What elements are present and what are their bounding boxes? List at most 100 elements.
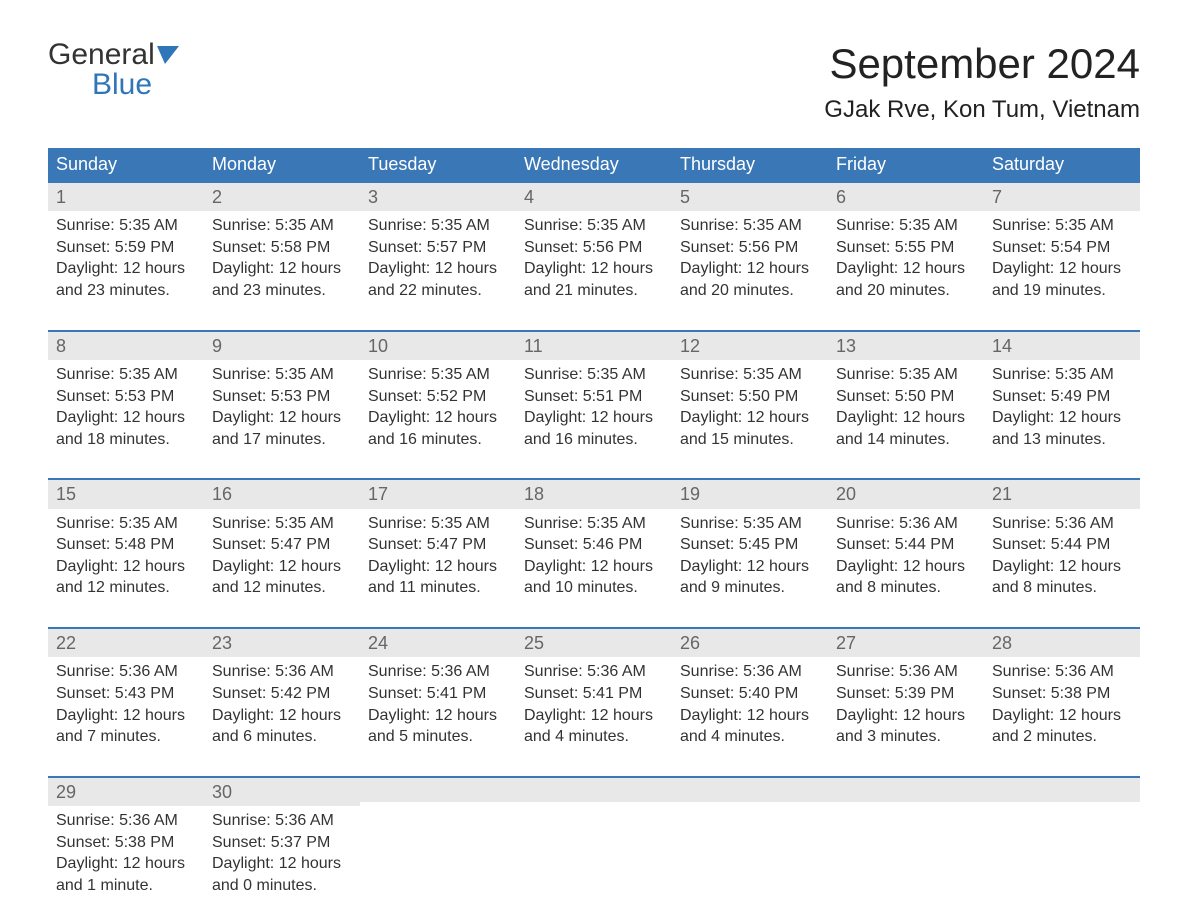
weekday-header: Friday (828, 148, 984, 181)
daylight-line-1: Daylight: 12 hours (992, 556, 1132, 578)
day-number: 29 (48, 778, 204, 806)
sunset-line: Sunset: 5:48 PM (56, 534, 196, 556)
day-number: 17 (360, 480, 516, 508)
day-number: 20 (828, 480, 984, 508)
logo: General Blue (48, 40, 179, 100)
daylight-line-2: and 22 minutes. (368, 280, 508, 302)
daylight-line-2: and 23 minutes. (212, 280, 352, 302)
day-cell: 18Sunrise: 5:35 AMSunset: 5:46 PMDayligh… (516, 480, 672, 607)
day-cell: 8Sunrise: 5:35 AMSunset: 5:53 PMDaylight… (48, 332, 204, 459)
daylight-line-2: and 8 minutes. (836, 577, 976, 599)
day-cell: 26Sunrise: 5:36 AMSunset: 5:40 PMDayligh… (672, 629, 828, 756)
sunrise-line: Sunrise: 5:35 AM (680, 513, 820, 535)
day-number (672, 778, 828, 802)
day-number: 13 (828, 332, 984, 360)
day-cell: 11Sunrise: 5:35 AMSunset: 5:51 PMDayligh… (516, 332, 672, 459)
day-number (984, 778, 1140, 802)
daylight-line-2: and 20 minutes. (836, 280, 976, 302)
daylight-line-1: Daylight: 12 hours (836, 258, 976, 280)
weekday-header: Thursday (672, 148, 828, 181)
weekday-header-row: SundayMondayTuesdayWednesdayThursdayFrid… (48, 148, 1140, 181)
sunrise-line: Sunrise: 5:35 AM (56, 513, 196, 535)
day-number: 26 (672, 629, 828, 657)
weekday-header: Saturday (984, 148, 1140, 181)
logo-text-blue: Blue (92, 70, 179, 100)
daylight-line-1: Daylight: 12 hours (212, 705, 352, 727)
sunrise-line: Sunrise: 5:35 AM (368, 513, 508, 535)
day-cell: 15Sunrise: 5:35 AMSunset: 5:48 PMDayligh… (48, 480, 204, 607)
day-cell (516, 778, 672, 905)
daylight-line-1: Daylight: 12 hours (212, 407, 352, 429)
daylight-line-1: Daylight: 12 hours (212, 853, 352, 875)
day-cell: 6Sunrise: 5:35 AMSunset: 5:55 PMDaylight… (828, 183, 984, 310)
daylight-line-1: Daylight: 12 hours (56, 556, 196, 578)
daylight-line-1: Daylight: 12 hours (992, 407, 1132, 429)
day-cell: 13Sunrise: 5:35 AMSunset: 5:50 PMDayligh… (828, 332, 984, 459)
sunrise-line: Sunrise: 5:35 AM (836, 215, 976, 237)
day-cell: 17Sunrise: 5:35 AMSunset: 5:47 PMDayligh… (360, 480, 516, 607)
day-cell: 4Sunrise: 5:35 AMSunset: 5:56 PMDaylight… (516, 183, 672, 310)
day-cell (984, 778, 1140, 905)
sunset-line: Sunset: 5:51 PM (524, 386, 664, 408)
daylight-line-1: Daylight: 12 hours (56, 258, 196, 280)
daylight-line-1: Daylight: 12 hours (368, 556, 508, 578)
sunset-line: Sunset: 5:42 PM (212, 683, 352, 705)
daylight-line-1: Daylight: 12 hours (524, 705, 664, 727)
day-cell: 29Sunrise: 5:36 AMSunset: 5:38 PMDayligh… (48, 778, 204, 905)
daylight-line-1: Daylight: 12 hours (680, 705, 820, 727)
sunset-line: Sunset: 5:53 PM (212, 386, 352, 408)
day-number: 22 (48, 629, 204, 657)
day-cell: 3Sunrise: 5:35 AMSunset: 5:57 PMDaylight… (360, 183, 516, 310)
day-cell: 9Sunrise: 5:35 AMSunset: 5:53 PMDaylight… (204, 332, 360, 459)
sunrise-line: Sunrise: 5:35 AM (56, 215, 196, 237)
day-cell: 12Sunrise: 5:35 AMSunset: 5:50 PMDayligh… (672, 332, 828, 459)
day-cell: 5Sunrise: 5:35 AMSunset: 5:56 PMDaylight… (672, 183, 828, 310)
day-cell: 22Sunrise: 5:36 AMSunset: 5:43 PMDayligh… (48, 629, 204, 756)
day-number: 24 (360, 629, 516, 657)
sunset-line: Sunset: 5:50 PM (680, 386, 820, 408)
sunrise-line: Sunrise: 5:36 AM (212, 661, 352, 683)
sunrise-line: Sunrise: 5:36 AM (56, 810, 196, 832)
sunset-line: Sunset: 5:46 PM (524, 534, 664, 556)
daylight-line-2: and 21 minutes. (524, 280, 664, 302)
sunset-line: Sunset: 5:49 PM (992, 386, 1132, 408)
daylight-line-2: and 8 minutes. (992, 577, 1132, 599)
day-cell: 16Sunrise: 5:35 AMSunset: 5:47 PMDayligh… (204, 480, 360, 607)
day-cell: 30Sunrise: 5:36 AMSunset: 5:37 PMDayligh… (204, 778, 360, 905)
day-number: 23 (204, 629, 360, 657)
daylight-line-2: and 15 minutes. (680, 429, 820, 451)
day-number: 8 (48, 332, 204, 360)
daylight-line-2: and 7 minutes. (56, 726, 196, 748)
daylight-line-1: Daylight: 12 hours (212, 556, 352, 578)
sunrise-line: Sunrise: 5:35 AM (212, 215, 352, 237)
sunset-line: Sunset: 5:50 PM (836, 386, 976, 408)
sunset-line: Sunset: 5:39 PM (836, 683, 976, 705)
daylight-line-2: and 16 minutes. (524, 429, 664, 451)
sunrise-line: Sunrise: 5:35 AM (368, 215, 508, 237)
weekday-header: Monday (204, 148, 360, 181)
daylight-line-1: Daylight: 12 hours (368, 258, 508, 280)
sunset-line: Sunset: 5:41 PM (368, 683, 508, 705)
day-number: 9 (204, 332, 360, 360)
day-cell: 19Sunrise: 5:35 AMSunset: 5:45 PMDayligh… (672, 480, 828, 607)
day-number: 6 (828, 183, 984, 211)
day-number: 10 (360, 332, 516, 360)
weekday-header: Wednesday (516, 148, 672, 181)
daylight-line-2: and 12 minutes. (212, 577, 352, 599)
sunrise-line: Sunrise: 5:35 AM (524, 364, 664, 386)
sunrise-line: Sunrise: 5:36 AM (836, 661, 976, 683)
day-number: 7 (984, 183, 1140, 211)
day-cell: 24Sunrise: 5:36 AMSunset: 5:41 PMDayligh… (360, 629, 516, 756)
daylight-line-2: and 0 minutes. (212, 875, 352, 897)
daylight-line-1: Daylight: 12 hours (56, 407, 196, 429)
sunset-line: Sunset: 5:54 PM (992, 237, 1132, 259)
day-number (828, 778, 984, 802)
daylight-line-2: and 4 minutes. (524, 726, 664, 748)
day-number: 2 (204, 183, 360, 211)
day-cell: 1Sunrise: 5:35 AMSunset: 5:59 PMDaylight… (48, 183, 204, 310)
daylight-line-1: Daylight: 12 hours (680, 258, 820, 280)
day-number: 12 (672, 332, 828, 360)
daylight-line-2: and 20 minutes. (680, 280, 820, 302)
sunrise-line: Sunrise: 5:36 AM (368, 661, 508, 683)
week-row: 1Sunrise: 5:35 AMSunset: 5:59 PMDaylight… (48, 181, 1140, 310)
